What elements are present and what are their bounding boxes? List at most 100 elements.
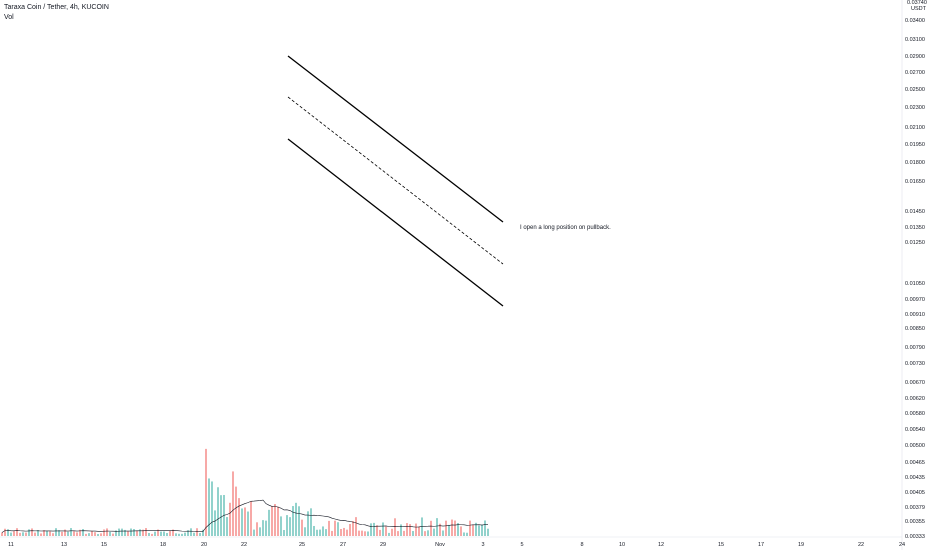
volume-bar [136,530,138,536]
volume-bar [193,532,195,536]
volume-bar [304,527,306,536]
price-axis-top-label: 0.03740 [907,0,927,6]
volume-bar [130,528,132,536]
volume-bar [388,532,390,536]
volume-bar [154,531,156,536]
volume-bar [334,520,336,536]
volume-bar [181,533,183,536]
volume-bar [469,520,471,536]
volume-bar [172,529,174,536]
volume-bar [352,521,354,536]
volume-bar [370,523,372,536]
volume-bar [289,517,291,536]
price-tick-label: 0.01350 [905,225,925,231]
time-tick-label: 10 [619,542,625,548]
volume-bar [211,481,213,536]
volume-bar [85,533,87,536]
volume-bar [466,532,468,536]
volume-bar [241,508,243,536]
volume-bar [25,532,27,536]
volume-bar [253,529,255,536]
volume-bar [403,530,405,536]
volume-bar [175,533,177,536]
volume-bar [418,526,420,536]
volume-bar [19,532,21,536]
time-tick-label: 15 [718,542,724,548]
volume-bar [1,532,3,536]
volume-bar [118,528,120,536]
volume-bar [196,528,198,536]
volume-bar [28,529,30,536]
volume-label: Vol [4,14,14,21]
volume-bar [409,524,411,536]
volume-bar [16,528,18,536]
volume-bar [394,518,396,536]
volume-bar [373,522,375,536]
volume-bar [244,507,246,536]
volume-bar [397,531,399,536]
price-tick-label: 0.00850 [905,326,925,332]
volume-bar [259,527,261,536]
volume-bar [127,531,129,536]
volume-bar [133,529,135,536]
volume-bar [433,528,435,536]
volume-bar [226,517,228,536]
volume-bar [286,515,288,536]
volume-bar [220,495,222,536]
volume-bar [478,525,480,536]
volume-bar [331,530,333,536]
volume-bar [451,519,453,536]
volume-bar [124,529,126,536]
volume-bar [70,528,72,536]
chart-legend: Taraxa Coin / Tether, 4h, KUCOIN Vol [4,3,109,23]
position-annotation: I open a long position on pullback. [520,225,611,231]
volume-bar [97,533,99,536]
time-tick-label: 25 [299,542,305,548]
volume-bar [88,533,90,536]
volume-bar [400,524,402,536]
volume-bar [31,528,33,536]
volume-bar [22,532,24,536]
volume-bar [157,529,159,536]
volume-bar [325,529,327,536]
price-tick-label: 0.00500 [905,443,925,449]
volume-bar [385,526,387,536]
time-axis[interactable]: 11 13 15 18 20 22 25 27 29 Nov 3 5 8 10 12 15 17 19 22 24 [0,536,905,548]
price-tick-label: 0.00465 [905,460,925,466]
volume-bar [46,531,48,536]
volume-bar [349,524,351,536]
time-tick-label: 29 [380,542,386,548]
price-tick-label: 0.01450 [905,209,925,215]
volume-bar [7,529,9,536]
price-tick-label: 0.03100 [905,37,925,43]
volume-bar [73,531,75,536]
volume-bar [139,529,141,536]
volume-bar [292,506,294,536]
time-tick-label: 13 [61,542,67,548]
volume-bar [151,533,153,536]
volume-bar [106,528,108,536]
volume-bar [427,530,429,536]
volume-bar [103,529,105,536]
volume-bar [232,471,234,536]
volume-bar [424,531,426,536]
volume-bar [457,523,459,536]
price-tick-label: 0.00540 [905,427,925,433]
volume-bar [76,532,78,536]
volume-bar [208,478,210,536]
time-tick-label: 24 [899,542,905,548]
volume-bar [100,533,102,536]
volume-bar [346,529,348,536]
volume-bar [313,525,315,536]
volume-bar [205,448,207,536]
volume-bar [169,530,171,536]
volume-bar [481,524,483,536]
volume-bar [79,529,81,536]
volume-bar [142,529,144,536]
volume-bar [343,527,345,536]
volume-bar [10,532,12,536]
price-tick-label: 0.00580 [905,411,925,417]
volume-ma-line [1,499,489,533]
